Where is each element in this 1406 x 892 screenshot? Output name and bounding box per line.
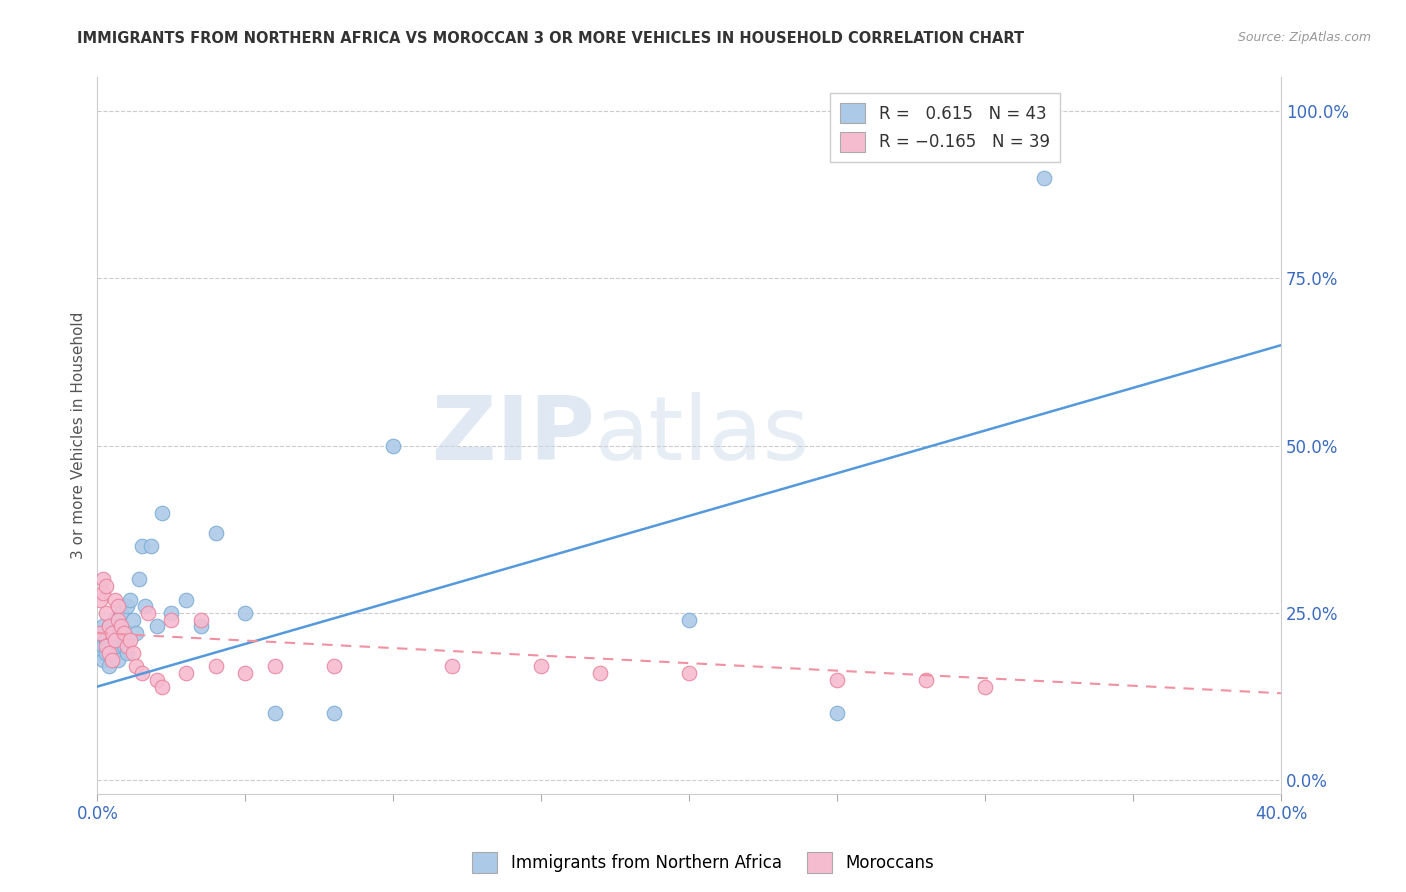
Point xyxy=(128,573,150,587)
Point xyxy=(145,619,167,633)
Point xyxy=(107,599,129,614)
Point xyxy=(115,646,138,660)
Legend: Immigrants from Northern Africa, Moroccans: Immigrants from Northern Africa, Morocca… xyxy=(465,846,941,880)
Point xyxy=(118,632,141,647)
Point xyxy=(110,619,132,633)
Point xyxy=(112,640,135,654)
Point xyxy=(98,619,121,633)
Point xyxy=(125,659,148,673)
Text: atlas: atlas xyxy=(595,392,810,479)
Point xyxy=(323,706,346,721)
Point xyxy=(974,680,997,694)
Point xyxy=(89,626,111,640)
Point xyxy=(152,680,174,694)
Point xyxy=(121,613,143,627)
Text: Source: ZipAtlas.com: Source: ZipAtlas.com xyxy=(1237,31,1371,45)
Point xyxy=(101,626,124,640)
Point xyxy=(382,439,405,453)
Point xyxy=(139,539,162,553)
Point xyxy=(91,619,114,633)
Point xyxy=(530,659,553,673)
Point xyxy=(112,626,135,640)
Point xyxy=(915,673,938,687)
Point xyxy=(174,666,197,681)
Point xyxy=(152,506,174,520)
Legend: R =   0.615   N = 43, R = −0.165   N = 39: R = 0.615 N = 43, R = −0.165 N = 39 xyxy=(830,93,1060,162)
Point xyxy=(91,640,114,654)
Point xyxy=(101,653,124,667)
Text: ZIP: ZIP xyxy=(432,392,595,479)
Point xyxy=(825,673,848,687)
Point xyxy=(104,646,127,660)
Point xyxy=(131,539,153,553)
Point xyxy=(264,706,287,721)
Point xyxy=(98,646,121,660)
Point xyxy=(825,706,848,721)
Point xyxy=(115,640,138,654)
Point xyxy=(91,573,114,587)
Point xyxy=(233,606,256,620)
Point xyxy=(104,592,127,607)
Point xyxy=(91,653,114,667)
Point xyxy=(89,626,111,640)
Point xyxy=(441,659,464,673)
Point xyxy=(110,606,132,620)
Point xyxy=(107,619,129,633)
Point xyxy=(101,640,124,654)
Point xyxy=(1033,170,1056,185)
Point xyxy=(134,599,156,614)
Point xyxy=(204,659,226,673)
Point xyxy=(107,653,129,667)
Point xyxy=(204,525,226,540)
Point xyxy=(160,613,183,627)
Point xyxy=(96,632,118,647)
Point xyxy=(174,592,197,607)
Point xyxy=(96,606,118,620)
Point xyxy=(101,626,124,640)
Point xyxy=(107,613,129,627)
Point xyxy=(101,632,124,647)
Point xyxy=(190,619,212,633)
Point xyxy=(233,666,256,681)
Point xyxy=(96,640,118,654)
Point xyxy=(104,613,127,627)
Point xyxy=(112,626,135,640)
Point xyxy=(125,626,148,640)
Y-axis label: 3 or more Vehicles in Household: 3 or more Vehicles in Household xyxy=(72,312,86,559)
Point xyxy=(121,646,143,660)
Point xyxy=(96,626,118,640)
Point xyxy=(145,673,167,687)
Point xyxy=(190,613,212,627)
Point xyxy=(118,592,141,607)
Point xyxy=(160,606,183,620)
Point xyxy=(96,646,118,660)
Point xyxy=(89,646,111,660)
Point xyxy=(589,666,612,681)
Point xyxy=(678,613,700,627)
Text: IMMIGRANTS FROM NORTHERN AFRICA VS MOROCCAN 3 OR MORE VEHICLES IN HOUSEHOLD CORR: IMMIGRANTS FROM NORTHERN AFRICA VS MOROC… xyxy=(77,31,1025,46)
Point xyxy=(136,606,159,620)
Point xyxy=(91,586,114,600)
Point xyxy=(323,659,346,673)
Point xyxy=(115,599,138,614)
Point xyxy=(96,579,118,593)
Point xyxy=(678,666,700,681)
Point xyxy=(98,659,121,673)
Point xyxy=(98,640,121,654)
Point xyxy=(104,632,127,647)
Point xyxy=(131,666,153,681)
Point xyxy=(89,592,111,607)
Point xyxy=(98,619,121,633)
Point xyxy=(264,659,287,673)
